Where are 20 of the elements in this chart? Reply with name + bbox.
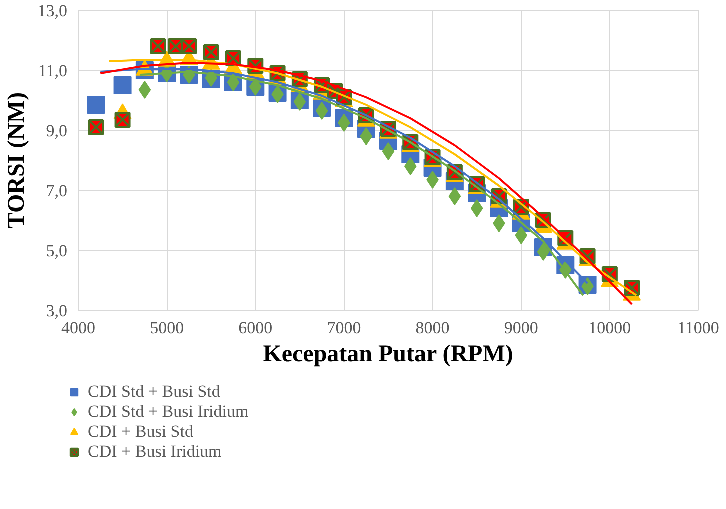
x-tick-label: 6000: [238, 318, 273, 338]
x-tick-label: 11000: [678, 318, 720, 338]
x-tick-label: 7000: [327, 318, 362, 338]
legend-label: CDI + Busi Std: [88, 422, 194, 442]
x-tick-label: 9000: [504, 318, 538, 338]
y-tick-label: 7,0: [46, 182, 68, 200]
y-axis-title: TORSI (NM): [4, 92, 30, 229]
legend-label: CDI Std + Busi Iridium: [88, 402, 249, 422]
y-tick-label: 9,0: [46, 122, 68, 140]
x-tick-label: 8000: [416, 318, 450, 338]
x-tick-label: 4000: [62, 318, 96, 338]
x-tick-label: 10000: [588, 318, 632, 338]
legend-label: CDI Std + Busi Std: [88, 382, 220, 402]
x-axis-title: Kecepatan Putar (RPM): [263, 342, 514, 368]
legend-label: CDI + Busi Iridium: [88, 442, 222, 462]
y-tick-label: 13,0: [38, 2, 68, 20]
y-tick-label: 11,0: [38, 62, 68, 80]
x-tick-label: 5000: [150, 318, 184, 338]
y-tick-label: 5,0: [46, 242, 68, 260]
y-tick-label: 3,0: [46, 302, 68, 320]
